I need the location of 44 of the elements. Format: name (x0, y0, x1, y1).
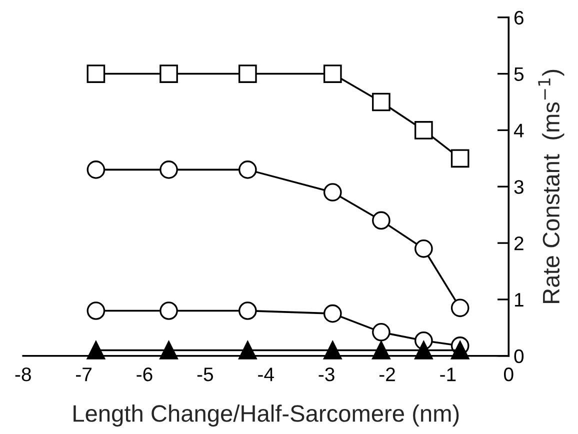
point (372, 323, 390, 342)
y-tick-label: 5 (514, 67, 524, 82)
point (86, 302, 106, 320)
point (323, 64, 342, 83)
x-tick-label: -5 (197, 368, 214, 382)
x-tick-label: -4 (258, 368, 274, 382)
y-tick-label: 4 (514, 124, 524, 138)
point (414, 121, 433, 140)
point (414, 341, 433, 360)
point (160, 160, 178, 179)
point (238, 341, 257, 360)
x-tick-label: -6 (136, 368, 152, 382)
point (238, 160, 257, 179)
point (372, 341, 390, 360)
point (86, 64, 106, 83)
x-tick-label: -1 (440, 368, 456, 382)
x-axis-title: Length Change/Half-Sarcomere (nm) (74, 404, 459, 427)
x-tick-label: -7 (76, 368, 92, 382)
y-tick-label: 1 (514, 293, 524, 307)
point (372, 211, 390, 230)
y-axis-title: Rate Constant (ms$^{−1}$) (538, 70, 564, 303)
point (450, 298, 470, 318)
point (323, 341, 342, 360)
y-tick-label: 6 (514, 10, 524, 25)
y-tick-label: 0 (514, 349, 524, 364)
point (323, 183, 342, 202)
point (238, 64, 257, 83)
point (414, 240, 433, 258)
point (160, 302, 178, 320)
point (450, 149, 470, 168)
point (238, 302, 257, 320)
y-tick-label: 3 (514, 180, 524, 194)
point (86, 341, 106, 360)
x-tick-label: -3 (318, 368, 334, 382)
x-tick-label: 0 (504, 368, 514, 382)
point (450, 341, 470, 360)
x-tick-label: -2 (379, 368, 395, 382)
x-tick-label: -8 (15, 368, 31, 382)
point (160, 341, 178, 360)
point (372, 92, 390, 112)
point (86, 160, 106, 179)
y-tick-label: 2 (514, 236, 524, 250)
point (160, 64, 178, 83)
point (323, 304, 342, 323)
